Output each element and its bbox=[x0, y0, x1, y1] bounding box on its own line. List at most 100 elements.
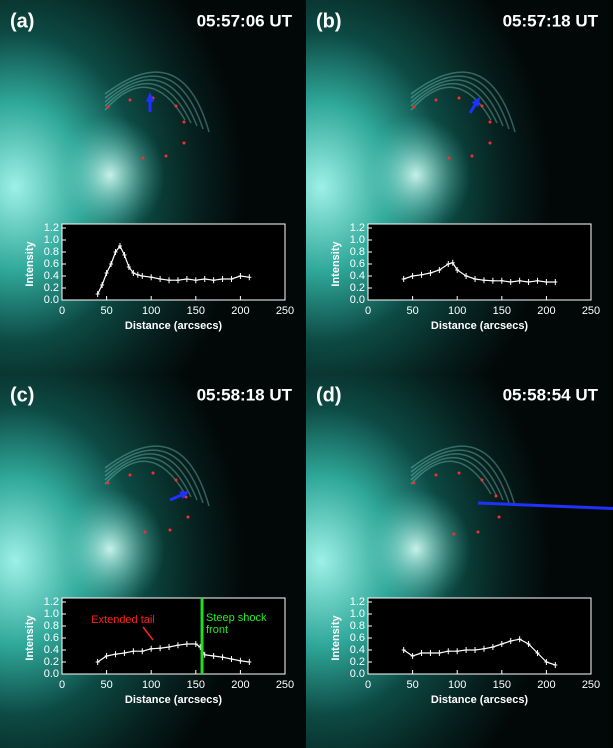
y-axis-label: Intensity bbox=[24, 615, 36, 661]
data-point bbox=[113, 249, 118, 255]
data-point bbox=[446, 648, 451, 655]
y-tick-label: 1.2 bbox=[350, 596, 365, 608]
data-point bbox=[126, 264, 131, 270]
y-tick-label: 0.2 bbox=[44, 282, 59, 294]
blue-arrow bbox=[477, 501, 613, 511]
red-marker bbox=[182, 141, 186, 145]
panel-label: (a) bbox=[10, 10, 34, 32]
y-tick-label: 0.0 bbox=[350, 668, 365, 680]
y-tick-label: 1.2 bbox=[44, 596, 59, 608]
data-point bbox=[481, 645, 486, 652]
y-tick-label: 0.4 bbox=[44, 644, 59, 656]
data-point bbox=[247, 274, 252, 281]
data-point bbox=[184, 276, 189, 282]
x-tick-label: 150 bbox=[187, 305, 205, 317]
annotation: Extended tail bbox=[91, 614, 155, 626]
red-marker bbox=[457, 96, 461, 100]
data-point bbox=[238, 657, 243, 664]
panel: (a) 05:57:06 UT0 50 100 150 200 2500.00.20.40.… bbox=[0, 0, 306, 374]
x-tick-label: 100 bbox=[142, 679, 160, 691]
panel: (c) 05:58:18 UT0 50 100 150 200 2500.00.20.40.… bbox=[0, 374, 306, 748]
y-tick-label: 0.4 bbox=[350, 270, 365, 282]
data-point bbox=[100, 282, 105, 288]
y-tick-label: 1.2 bbox=[350, 222, 365, 234]
red-marker bbox=[128, 98, 132, 102]
x-tick-label: 0 bbox=[59, 679, 65, 691]
data-point bbox=[131, 270, 136, 276]
annotation-arrow bbox=[142, 626, 154, 641]
data-point bbox=[544, 279, 549, 285]
y-tick-label: 1.0 bbox=[44, 608, 59, 620]
red-marker bbox=[497, 515, 501, 519]
x-tick-label: 0 bbox=[365, 679, 371, 691]
x-tick-label: 200 bbox=[537, 305, 555, 317]
x-axis-label: Distance (arcsecs) bbox=[431, 694, 529, 706]
data-point bbox=[419, 271, 424, 278]
x-tick-label: 250 bbox=[276, 679, 294, 691]
coronal-loop bbox=[104, 449, 204, 504]
blue-arrow-head bbox=[471, 96, 481, 107]
y-axis-label: Intensity bbox=[330, 241, 342, 287]
x-tick-label: 150 bbox=[187, 679, 205, 691]
data-point bbox=[229, 276, 234, 282]
red-marker bbox=[434, 473, 438, 477]
y-tick-label: 0.6 bbox=[350, 258, 365, 270]
y-tick-label: 0.6 bbox=[350, 632, 365, 644]
coronal-loop bbox=[410, 71, 516, 133]
data-point bbox=[95, 291, 100, 297]
y-tick-label: 0.0 bbox=[44, 294, 59, 306]
timestamp: 05:58:18 UT bbox=[197, 385, 293, 404]
coronal-loop bbox=[104, 456, 192, 498]
x-tick-label: 100 bbox=[448, 305, 466, 317]
red-marker bbox=[488, 120, 492, 124]
red-marker bbox=[128, 473, 132, 477]
data-point bbox=[473, 276, 478, 282]
red-marker bbox=[470, 154, 474, 158]
y-tick-label: 1.0 bbox=[44, 234, 59, 246]
data-point bbox=[184, 641, 189, 647]
data-point bbox=[122, 252, 127, 258]
coronal-loop bbox=[410, 86, 492, 121]
data-point bbox=[131, 648, 136, 655]
data-point bbox=[220, 276, 225, 282]
data-point bbox=[455, 267, 460, 273]
data-point bbox=[167, 277, 172, 284]
coronal-loop bbox=[104, 71, 210, 133]
data-point bbox=[473, 647, 478, 653]
coronal-loop bbox=[410, 75, 510, 130]
x-tick-label: 250 bbox=[582, 679, 600, 691]
panel-label: (c) bbox=[10, 384, 34, 406]
x-axis-label: Distance (arcsecs) bbox=[125, 320, 223, 332]
panel-label: (b) bbox=[316, 10, 342, 32]
data-point bbox=[202, 276, 207, 282]
red-marker bbox=[480, 478, 484, 482]
x-tick-label: 150 bbox=[493, 305, 511, 317]
red-marker bbox=[143, 530, 147, 534]
red-marker bbox=[452, 532, 456, 536]
x-axis-label: Distance (arcsecs) bbox=[125, 694, 223, 706]
y-tick-label: 0.8 bbox=[350, 620, 365, 632]
coronal-loop bbox=[410, 82, 498, 124]
x-tick-label: 50 bbox=[406, 305, 418, 317]
red-marker bbox=[480, 104, 484, 108]
y-tick-label: 1.0 bbox=[350, 608, 365, 620]
data-point bbox=[140, 648, 145, 655]
data-point bbox=[490, 644, 495, 650]
flare-core bbox=[361, 489, 471, 609]
red-marker bbox=[141, 156, 145, 160]
x-tick-label: 250 bbox=[276, 305, 294, 317]
panel: (b) 05:57:18 UT0 50 100 150 200 2500.00.20.40.… bbox=[306, 0, 612, 374]
coronal-loop bbox=[104, 86, 186, 121]
data-point bbox=[109, 261, 114, 267]
red-marker bbox=[457, 471, 461, 475]
data-point bbox=[122, 650, 127, 656]
x-tick-label: 100 bbox=[448, 679, 466, 691]
plot-area bbox=[367, 597, 592, 675]
y-tick-label: 0.0 bbox=[350, 294, 365, 306]
red-marker bbox=[106, 481, 110, 485]
y-tick-label: 0.8 bbox=[44, 246, 59, 258]
flare-core bbox=[55, 115, 165, 235]
data-point bbox=[149, 274, 154, 281]
y-tick-label: 0.0 bbox=[44, 668, 59, 680]
y-tick-label: 1.2 bbox=[44, 222, 59, 234]
